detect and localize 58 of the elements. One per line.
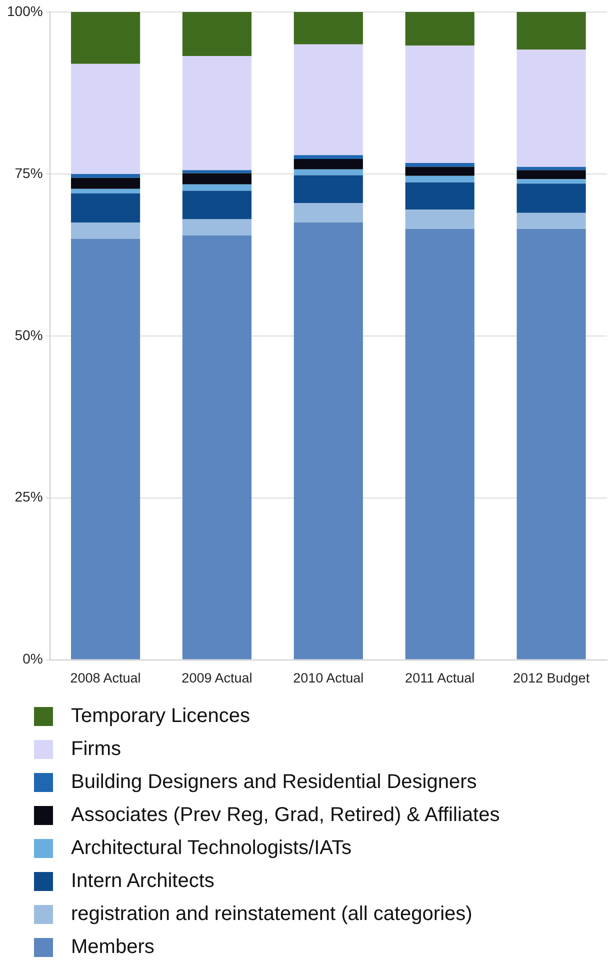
bar xyxy=(294,203,363,223)
x-tick-label: 2008 Actual xyxy=(70,670,141,686)
y-tick-label: 25% xyxy=(14,488,43,505)
bar xyxy=(405,46,474,163)
bar xyxy=(405,229,474,660)
bar xyxy=(294,12,363,44)
bar xyxy=(516,179,586,184)
bar xyxy=(516,184,586,213)
bar xyxy=(294,155,363,160)
y-tick-label: 75% xyxy=(14,164,43,181)
x-tick-label: 2010 Actual xyxy=(293,670,364,686)
bar xyxy=(182,170,252,174)
legend-label: Members xyxy=(71,936,154,959)
bar xyxy=(405,176,474,182)
x-tick-label: 2011 Actual xyxy=(405,670,475,686)
bar xyxy=(294,169,363,176)
bar xyxy=(182,12,252,56)
bar xyxy=(70,174,140,178)
bar xyxy=(516,50,586,167)
bar xyxy=(516,229,586,660)
bar xyxy=(70,222,140,239)
bar xyxy=(182,235,252,660)
bar xyxy=(70,12,140,64)
x-tick-label: 2009 Actual xyxy=(182,670,252,686)
bar xyxy=(294,159,363,170)
bar xyxy=(516,212,586,230)
legend-label: Firms xyxy=(71,738,121,761)
bar xyxy=(516,166,586,170)
bar xyxy=(70,64,140,174)
bar xyxy=(70,188,140,194)
bar xyxy=(405,182,474,210)
bar xyxy=(182,190,252,220)
y-tick-label: 50% xyxy=(14,326,43,343)
y-tick-label: 0% xyxy=(22,650,43,667)
bar xyxy=(182,56,252,170)
bar xyxy=(294,222,363,660)
legend-label: Intern Architects xyxy=(71,870,214,893)
legend-label: registration and reinstatement (all categories) xyxy=(71,903,472,926)
bar xyxy=(182,173,252,184)
bar xyxy=(516,12,586,50)
legend-label: Temporary Licences xyxy=(71,705,250,728)
bar xyxy=(405,166,474,176)
bar xyxy=(182,219,252,236)
legend-label: Architectural Technologists/IATs xyxy=(71,837,352,860)
bar xyxy=(182,184,252,191)
bar xyxy=(405,210,474,230)
bar xyxy=(70,193,140,223)
bar xyxy=(70,178,140,189)
legend-label: Associates (Prev Reg, Grad, Retired) & Affiliates xyxy=(71,804,500,827)
bar xyxy=(70,238,140,660)
x-tick-label: 2012 Budget xyxy=(512,670,590,686)
bar xyxy=(294,175,363,204)
bar xyxy=(294,44,363,156)
bar xyxy=(516,170,586,180)
bar xyxy=(405,162,474,167)
y-tick-label: 100% xyxy=(6,2,43,19)
legend-label: Building Designers and Residential Designers xyxy=(71,771,477,794)
bar xyxy=(405,12,474,46)
